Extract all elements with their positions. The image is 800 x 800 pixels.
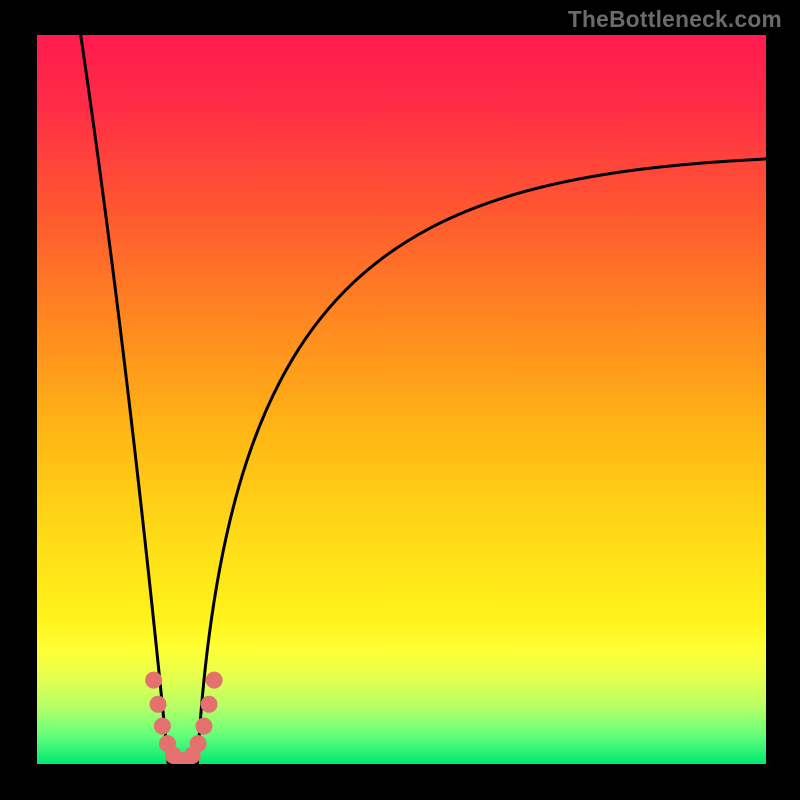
marker-point [150,696,167,713]
marker-point [154,718,171,735]
plot-svg [37,35,766,764]
marker-point [195,718,212,735]
marker-point [201,696,218,713]
marker-point [145,672,162,689]
plot-area [37,35,766,764]
watermark-text: TheBottleneck.com [568,6,782,33]
marker-point [206,672,223,689]
marker-point [190,735,207,752]
gradient-background [37,35,766,764]
